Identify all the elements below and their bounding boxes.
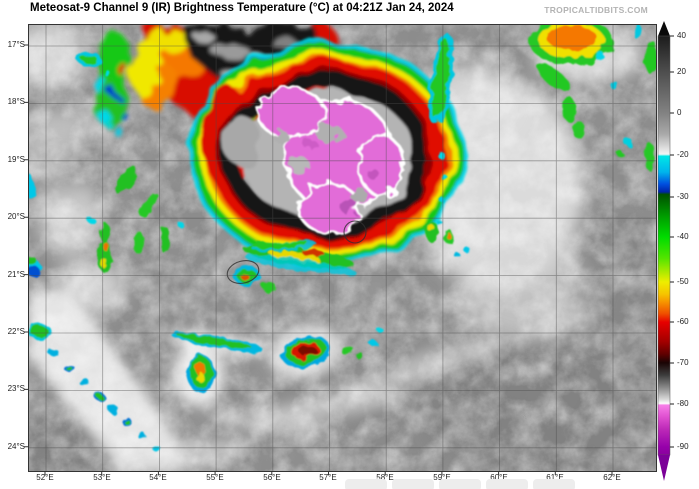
lon-tick-label: 54°E — [149, 473, 167, 482]
footer-button-2[interactable] — [392, 479, 434, 489]
lat-tick-label: 21°S — [7, 270, 25, 279]
lon-tick-label: 59°E — [433, 473, 451, 482]
colorbar-label: 20 — [677, 67, 686, 76]
graticule — [29, 25, 656, 471]
mauritius-outline — [343, 220, 367, 244]
lon-tick-label: 57°E — [319, 473, 337, 482]
colorbar-label: -80 — [677, 399, 689, 408]
lon-tick-label: 56°E — [263, 473, 281, 482]
colorbar — [656, 20, 676, 486]
colorbar-label: -90 — [677, 442, 689, 451]
colorbar-top-arrow — [658, 21, 670, 36]
cyclone-coldest-tops — [255, 87, 405, 235]
lat-tick-label: 24°S — [7, 442, 25, 451]
lat-tick-label: 22°S — [7, 327, 25, 336]
colorbar-label: -20 — [677, 150, 689, 159]
lon-tick-label: 53°E — [93, 473, 111, 482]
footer-button-3[interactable] — [439, 479, 481, 489]
page-title: Meteosat-9 Channel 9 (IR) Brightness Tem… — [30, 2, 454, 14]
lat-tick-label: 19°S — [7, 155, 25, 164]
colorbar-label: -30 — [677, 192, 689, 201]
lat-tick-label: 23°S — [7, 384, 25, 393]
colorbar-gradient — [657, 35, 671, 456]
colorbar-label: -50 — [677, 277, 689, 286]
colorbar-label: 40 — [677, 31, 686, 40]
colorbar-bottom-arrow — [658, 455, 670, 481]
lon-tick-label: 58°E — [376, 473, 394, 482]
footer-button-5[interactable] — [533, 479, 575, 489]
convective-cells — [29, 52, 469, 451]
colorbar-label: -60 — [677, 317, 689, 326]
colorbar-label: -40 — [677, 232, 689, 241]
reunion-outline — [226, 260, 260, 284]
colorbar-ticks — [670, 35, 674, 448]
lon-tick-label: 55°E — [206, 473, 224, 482]
lat-tick-label: 18°S — [7, 97, 25, 106]
lat-tick-label: 17°S — [7, 40, 25, 49]
footer-button-4[interactable] — [486, 479, 528, 489]
lon-tick-label: 62°E — [603, 473, 621, 482]
colorbar-label: -70 — [677, 358, 689, 367]
island-outlines — [226, 220, 367, 284]
ir-imagery — [29, 25, 656, 471]
footer-button-1[interactable] — [345, 479, 387, 489]
colorbar-label: 0 — [677, 108, 682, 117]
tropicaltidbits-watermark: TROPICALTIDBITS.COM — [544, 5, 648, 15]
lat-tick-label: 20°S — [7, 212, 25, 221]
lon-tick-label: 60°E — [490, 473, 508, 482]
lon-tick-label: 52°E — [36, 473, 54, 482]
satellite-map — [28, 24, 657, 472]
lon-tick-label: 61°E — [546, 473, 564, 482]
